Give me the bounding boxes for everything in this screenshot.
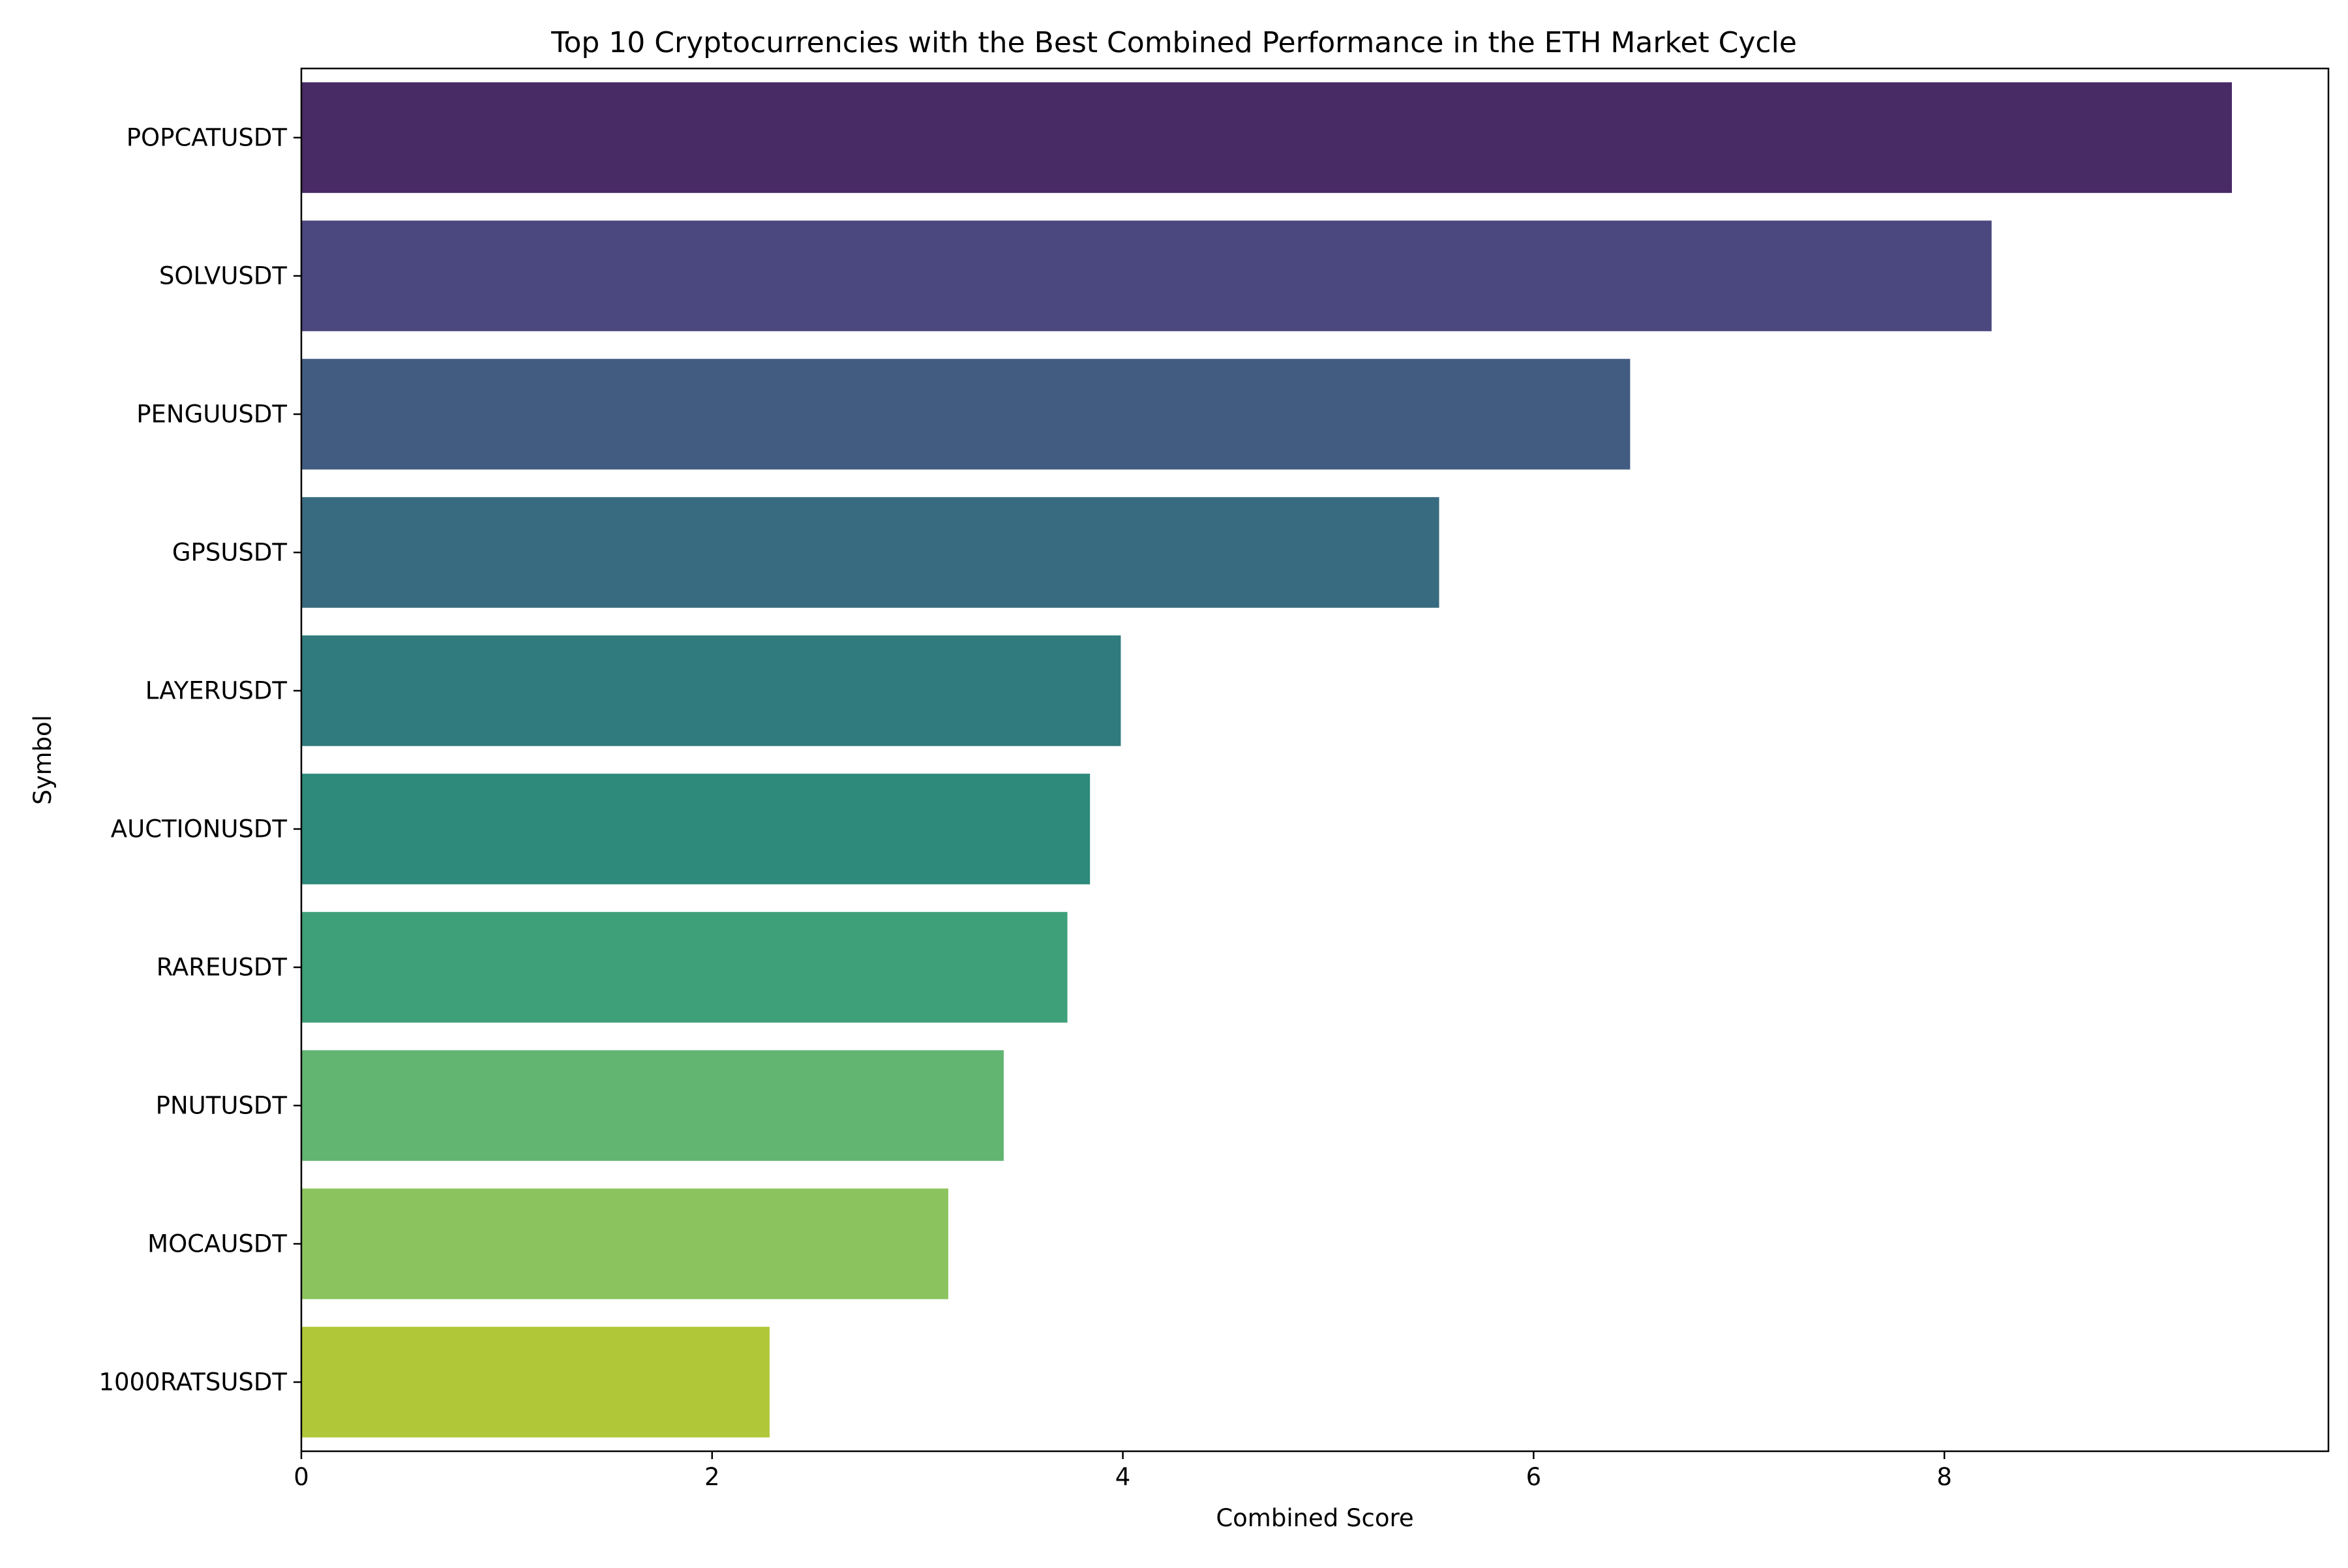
y-tick-label: RAREUSDT [157,954,288,982]
y-tick-label: PENGUUSDT [136,400,287,429]
y-tick-label: SOLVUSDT [159,262,288,290]
y-tick-label: 1000RATSUSDT [98,1368,287,1396]
y-axis-label: Symbol [29,715,57,805]
bar-popcatusdt [301,82,2232,193]
bar-solvusdt [301,220,1992,331]
x-tick-label: 0 [294,1463,309,1491]
y-tick-label: MOCAUSDT [147,1230,287,1258]
bar-rareusdt [301,912,1068,1023]
bar-pnutusdt [301,1050,1004,1161]
bar-layerusdt [301,635,1121,746]
bar-penguusdt [301,359,1631,470]
bar-1000ratsusdt [301,1327,770,1438]
x-tick-label: 2 [704,1463,720,1491]
chart-title: Top 10 Cryptocurrencies with the Best Co… [550,26,1797,59]
y-tick-label: LAYERUSDT [145,677,288,705]
x-tick-label: 6 [1526,1463,1542,1491]
y-tick-label: PNUTUSDT [156,1092,288,1120]
bar-auctionusdt [301,774,1091,884]
x-tick-label: 4 [1115,1463,1131,1491]
x-axis-label: Combined Score [1216,1504,1413,1532]
plot-area-frame [300,67,2330,1453]
y-tick-label: GPSUSDT [172,539,288,567]
bar-gpsusdt [301,497,1439,608]
y-tick-label: POPCATUSDT [127,124,288,152]
x-axis-ticks: 0 2 4 6 8 [294,1451,1952,1491]
y-tick-label: AUCTIONUSDT [111,815,288,843]
bar-mocausdt [301,1188,948,1299]
y-axis-ticks: POPCATUSDT SOLVUSDT PENGUUSDT GPSUSDT LAYERU… [98,124,301,1396]
x-tick-label: 8 [1936,1463,1952,1491]
bars [301,82,2232,1438]
